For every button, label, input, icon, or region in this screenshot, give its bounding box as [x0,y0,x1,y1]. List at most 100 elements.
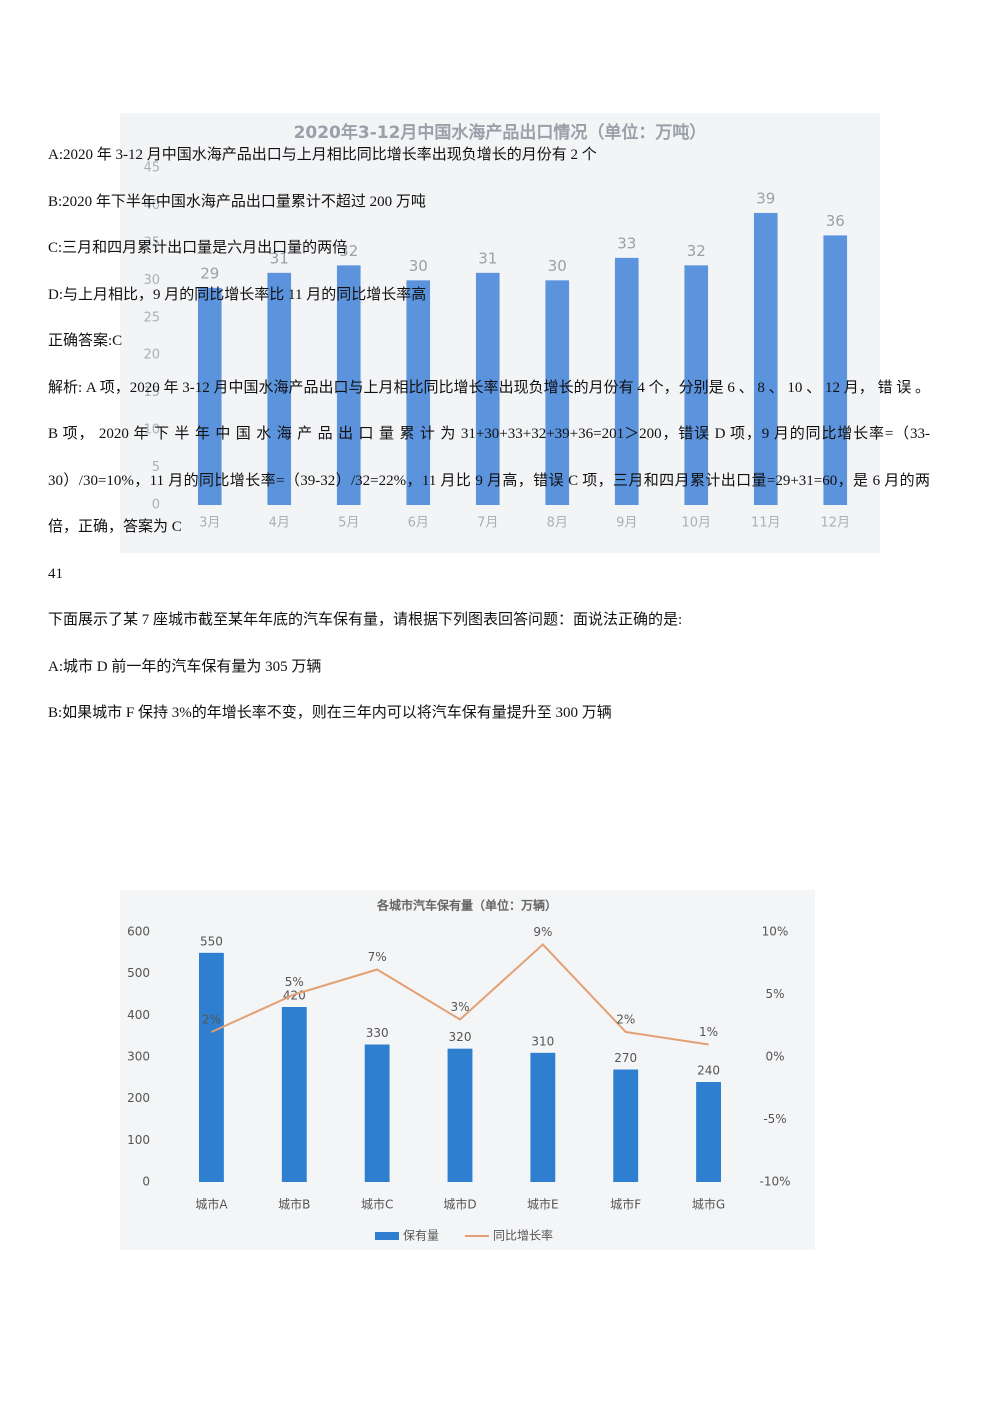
x-tick-label: 城市G [692,1197,725,1212]
value-label: 330 [366,1026,389,1040]
y-tick-label: 25 [143,310,160,325]
value-label: 32 [687,242,706,260]
bar [475,272,500,505]
y-tick-label: 15 [143,385,160,400]
chart-cars: 各城市汽车保有量（单位：万辆） 0 100 200 300 400 500 600 -10% -… [120,890,815,1250]
value-label: 320 [449,1030,472,1044]
y2-tick-label: 0% [765,1050,784,1064]
chart-background [120,113,880,553]
y-tick-label: 400 [127,1008,150,1022]
question: 下面展示了某 7 座城市截至某年年底的汽车保有量，请根据下列图表回答问题：面说法… [48,612,683,628]
value-label: 5% [285,975,304,989]
x-tick-label: 3月 [199,516,220,531]
y-tick-label: 20 [143,348,160,363]
option: A:城市 D 前一年的汽车保有量为 305 万辆 [48,658,322,675]
y-tick-label: 100 [127,1133,150,1147]
bar [197,287,222,505]
bar [545,280,570,505]
x-tick-label: 6月 [408,516,429,531]
bar [823,235,848,505]
bar [267,272,292,505]
value-label: 9% [533,925,552,939]
value-label: 30 [409,257,428,275]
value-label: 550 [200,934,223,948]
bar [364,1044,390,1182]
analysis: 解析: A 项，2020 年 3-12 月中国水海产品出口与上月相比同比增长率出… [48,379,930,536]
bar [684,265,709,505]
x-tick-label: 城市E [527,1197,559,1212]
x-tick-label: 9月 [616,516,637,531]
value-label: 31 [270,249,289,267]
x-tick-label: 7月 [477,516,498,531]
y2-tick-label: -5% [763,1112,786,1126]
option: D:与上月相比，9 月的同比增长率比 11 月的同比增长率高 [48,286,427,303]
y-tick-label: 45 [143,161,160,176]
value-label: 2% [202,1013,221,1027]
value-label: 270 [614,1051,637,1065]
legend-label: 保有量 [403,1229,439,1243]
legend-swatch [375,1232,399,1240]
x-tick-label: 城市A [195,1197,228,1212]
bar [447,1048,473,1182]
option: B:如果城市 F 保持 3%的年增长率不变，则在三年内可以将汽车保有量提升至 3… [48,705,612,721]
y-tick-label: 10 [143,423,160,438]
line [211,943,709,1046]
bar [336,265,361,505]
x-tick-label: 10月 [681,516,711,531]
y-tick-label: 5 [152,460,160,475]
legend-label: 同比增长率 [493,1228,553,1243]
chart-export: 2020年3-12月中国水海产品出口情况（单位：万吨） 0 5 10 15 20 25 30… [120,113,880,553]
bar [696,1082,721,1182]
value-label: 39 [756,189,775,207]
bar [753,212,778,505]
y-tick-label: 0 [152,498,160,513]
y-tick-label: 200 [127,1091,150,1105]
y-tick-label: 35 [143,235,160,250]
bar [614,257,639,505]
bar [406,280,431,505]
x-tick-label: 11月 [751,516,781,531]
value-label: 1% [699,1025,718,1039]
value-label: 31 [478,249,497,267]
bar [281,1007,307,1182]
x-tick-label: 5月 [338,516,359,531]
option: C:三月和四月累计出口量是六月出口量的两倍 [48,240,348,256]
x-tick-label: 8月 [547,516,568,531]
value-label: 240 [697,1064,720,1078]
chart-title: 2020年3-12月中国水海产品出口情况（单位：万吨） [294,122,707,143]
chart-title: 各城市汽车保有量（单位：万辆） [376,898,557,913]
bar [613,1069,639,1182]
value-label: 33 [617,234,636,252]
x-tick-label: 城市C [361,1197,393,1212]
y-tick-label: 0 [142,1175,150,1189]
option: B:2020 年下半年中国水海产品出口量累计不超过 200 万吨 [48,193,426,210]
y-tick-label: 30 [143,273,160,288]
value-label: 310 [531,1034,554,1048]
bar [199,952,224,1182]
value-label: 7% [368,950,387,964]
option: A:2020 年 3-12 月中国水海产品出口与上月相比同比增长率出现负增长的月… [48,147,597,163]
document-text: A:2020 年 3-12 月中国水海产品出口与上月相比同比增长率出现负增长的月… [48,132,930,737]
y-tick-label: 500 [127,966,150,980]
x-tick-label: 城市B [278,1197,310,1212]
value-label: 2% [616,1013,635,1027]
y2-tick-label: 5% [765,987,784,1001]
value-label: 30 [548,257,567,275]
y2-tick-label: -10% [759,1175,790,1189]
y2-tick-label: 10% [762,925,789,939]
x-tick-label: 4月 [269,516,290,531]
bar [530,1052,556,1182]
value-label: 29 [200,264,219,282]
y-tick-label: 300 [127,1050,150,1064]
x-tick-label: 城市D [443,1197,476,1212]
question-number: 41 [48,565,63,582]
y-tick-label: 600 [127,925,150,939]
value-label: 32 [339,242,358,260]
x-tick-label: 城市F [610,1197,641,1212]
value-label: 3% [450,1000,469,1014]
x-tick-label: 12月 [820,516,850,531]
answer: 正确答案:C [48,333,123,349]
value-label: 36 [826,212,845,230]
y-tick-label: 40 [143,198,160,213]
